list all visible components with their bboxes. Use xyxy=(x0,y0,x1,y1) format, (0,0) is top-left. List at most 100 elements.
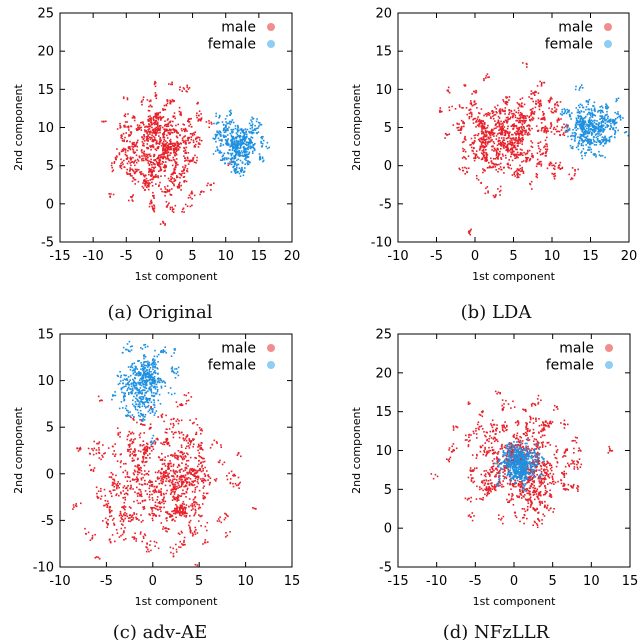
data-point-male xyxy=(536,85,539,87)
data-point-female xyxy=(590,142,592,145)
data-point-male xyxy=(197,443,200,446)
data-point-male xyxy=(151,207,154,209)
data-point-female xyxy=(234,172,237,174)
data-point-male xyxy=(141,100,143,103)
data-point-male xyxy=(509,141,512,144)
data-point-male xyxy=(469,102,472,105)
data-point-male xyxy=(175,510,177,513)
data-point-male xyxy=(524,117,527,119)
data-point-female xyxy=(249,147,251,150)
data-point-male xyxy=(484,135,486,138)
data-point-female xyxy=(585,136,588,138)
data-point-female xyxy=(574,134,576,136)
data-point-female xyxy=(617,111,619,113)
data-point-male xyxy=(121,518,123,520)
data-point-male xyxy=(146,156,149,159)
data-point-female xyxy=(250,119,252,121)
data-point-male xyxy=(153,207,156,209)
data-point-female xyxy=(581,104,583,107)
data-point-male xyxy=(181,404,184,406)
data-point-male xyxy=(156,130,158,132)
data-point-male xyxy=(197,120,200,122)
data-point-female xyxy=(244,128,247,130)
data-point-male xyxy=(157,161,159,164)
data-point-male xyxy=(456,123,459,125)
data-point-male xyxy=(134,178,137,181)
data-point-male xyxy=(182,123,184,126)
data-point-male xyxy=(253,507,256,510)
data-point-male xyxy=(482,150,485,152)
data-point-female xyxy=(220,144,222,147)
data-point-female xyxy=(586,124,588,126)
data-point-female xyxy=(613,120,615,123)
data-point-male xyxy=(153,507,156,509)
data-point-male xyxy=(180,507,183,509)
data-point-male xyxy=(465,158,467,160)
data-point-male xyxy=(506,101,509,104)
data-point-male xyxy=(462,120,465,123)
data-point-male xyxy=(143,152,145,154)
data-point-male xyxy=(571,167,574,169)
data-point-male xyxy=(102,520,104,522)
data-point-male xyxy=(516,120,519,122)
data-point-male xyxy=(100,490,102,492)
data-point-female xyxy=(584,120,586,122)
data-point-male xyxy=(232,485,235,488)
data-point-male xyxy=(504,102,507,104)
data-point-male xyxy=(496,144,499,147)
data-point-male xyxy=(522,134,524,136)
data-point-male xyxy=(490,131,492,134)
data-point-male xyxy=(518,128,520,130)
data-point-male xyxy=(490,130,493,132)
data-point-female xyxy=(236,135,238,138)
data-point-male xyxy=(153,204,155,206)
data-point-male xyxy=(479,147,482,149)
data-point-male xyxy=(177,149,180,151)
data-point-male xyxy=(80,502,82,505)
data-point-male xyxy=(150,146,152,148)
data-point-male xyxy=(134,438,136,440)
data-point-male xyxy=(473,101,476,103)
data-point-female xyxy=(245,130,247,133)
data-point-male xyxy=(130,164,132,167)
data-point-male xyxy=(172,495,175,498)
data-point-female xyxy=(231,149,234,151)
data-point-female xyxy=(589,122,592,125)
data-point-male xyxy=(106,506,108,508)
data-point-male xyxy=(143,145,145,147)
data-point-male xyxy=(101,399,103,402)
data-point-female xyxy=(581,124,584,127)
data-point-male xyxy=(191,469,193,471)
data-point-male xyxy=(195,431,198,434)
data-point-male xyxy=(537,117,540,120)
data-point-male xyxy=(518,114,521,117)
data-point-female xyxy=(612,118,614,121)
data-point-male xyxy=(503,126,506,128)
data-point-male xyxy=(158,489,160,492)
data-point-male xyxy=(184,543,186,546)
data-point-male xyxy=(531,116,534,119)
data-point-female xyxy=(245,154,248,156)
data-point-male xyxy=(186,168,189,170)
data-point-female xyxy=(232,166,234,168)
data-point-male xyxy=(504,113,506,115)
data-point-female xyxy=(587,140,589,142)
data-point-female xyxy=(230,163,233,166)
data-point-male xyxy=(480,137,483,139)
data-point-male xyxy=(131,195,134,198)
data-point-male xyxy=(169,206,172,209)
data-point-male xyxy=(549,127,552,129)
data-point-male xyxy=(491,128,493,131)
data-point-male xyxy=(165,414,167,417)
data-point-male xyxy=(470,112,473,114)
data-point-female xyxy=(234,145,237,148)
data-point-male xyxy=(154,471,157,474)
data-point-female xyxy=(579,133,582,136)
data-point-male xyxy=(176,136,179,139)
data-point-female xyxy=(617,113,619,115)
data-point-male xyxy=(187,442,189,444)
data-point-male xyxy=(486,130,489,133)
data-point-female xyxy=(225,126,227,128)
data-point-male xyxy=(498,132,500,134)
data-point-female xyxy=(214,137,217,139)
